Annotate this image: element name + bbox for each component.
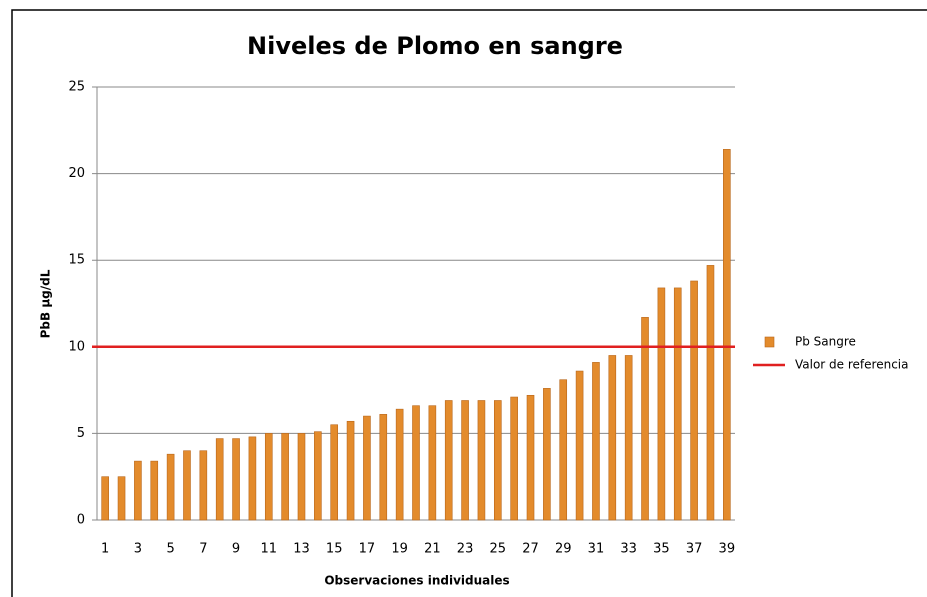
bar	[706, 265, 715, 521]
y-tick-label: 5	[77, 426, 85, 441]
x-tick-label: 19	[391, 542, 408, 557]
bar	[134, 460, 142, 521]
bar	[592, 362, 600, 521]
x-tick-label: 3	[134, 542, 142, 557]
bar	[673, 287, 682, 521]
bar	[346, 420, 355, 521]
bar	[379, 414, 388, 521]
x-tick-label: 23	[457, 542, 474, 557]
y-tick-label: 20	[68, 166, 85, 181]
bar	[657, 287, 666, 521]
bar	[461, 400, 469, 521]
y-tick-label: 25	[68, 80, 85, 95]
x-tick-label: 29	[555, 542, 572, 557]
y-tick-label: 0	[77, 513, 85, 528]
bar	[641, 317, 649, 521]
y-axis-label: PbB µg/dL	[39, 269, 53, 338]
x-tick-label: 1	[101, 542, 109, 557]
legend-label: Valor de referencia	[795, 358, 908, 372]
bar	[444, 400, 453, 521]
bar	[510, 396, 518, 521]
x-tick-label: 37	[686, 542, 703, 557]
bar	[150, 460, 159, 521]
bar	[248, 436, 257, 521]
x-tick-label: 21	[424, 542, 441, 557]
x-axis-label: Observaciones individuales	[324, 574, 509, 588]
bar	[493, 400, 502, 521]
x-tick-label: 33	[620, 542, 637, 557]
bar	[314, 431, 322, 521]
bar	[543, 388, 551, 521]
bar	[183, 450, 191, 521]
y-tick-label: 10	[68, 339, 85, 354]
bar	[215, 438, 224, 521]
bar	[559, 379, 568, 521]
bar	[608, 355, 617, 521]
bar	[101, 476, 109, 521]
x-tick-label: 25	[490, 542, 507, 557]
frame	[11, 9, 927, 597]
x-tick-label: 27	[522, 542, 539, 557]
x-tick-label: 13	[293, 542, 310, 557]
bar	[690, 280, 698, 521]
x-tick-label: 39	[719, 542, 736, 557]
bar	[412, 405, 420, 521]
bar	[575, 370, 584, 521]
bar	[232, 438, 240, 521]
legend-label: Pb Sangre	[795, 335, 856, 349]
bar	[428, 405, 437, 521]
y-tick-label: 15	[68, 253, 85, 268]
legend-swatch	[764, 336, 775, 348]
x-tick-label: 31	[588, 542, 605, 557]
bar	[199, 450, 208, 521]
x-tick-label: 11	[260, 542, 277, 557]
chart-title: Niveles de Plomo en sangre	[247, 32, 623, 60]
bar	[477, 400, 486, 521]
x-tick-label: 5	[166, 542, 174, 557]
bar	[395, 408, 404, 521]
bar	[297, 433, 306, 521]
bar	[330, 424, 339, 521]
bar	[264, 433, 273, 521]
x-tick-label: 9	[232, 542, 240, 557]
bar	[117, 476, 126, 521]
bar	[526, 394, 535, 521]
bar	[281, 433, 289, 521]
x-tick-label: 7	[199, 542, 207, 557]
bar	[363, 415, 371, 521]
bar	[166, 453, 175, 521]
bar	[624, 355, 633, 521]
x-tick-label: 17	[359, 542, 376, 557]
x-tick-label: 15	[326, 542, 343, 557]
x-tick-label: 35	[653, 542, 670, 557]
bar	[723, 149, 731, 521]
